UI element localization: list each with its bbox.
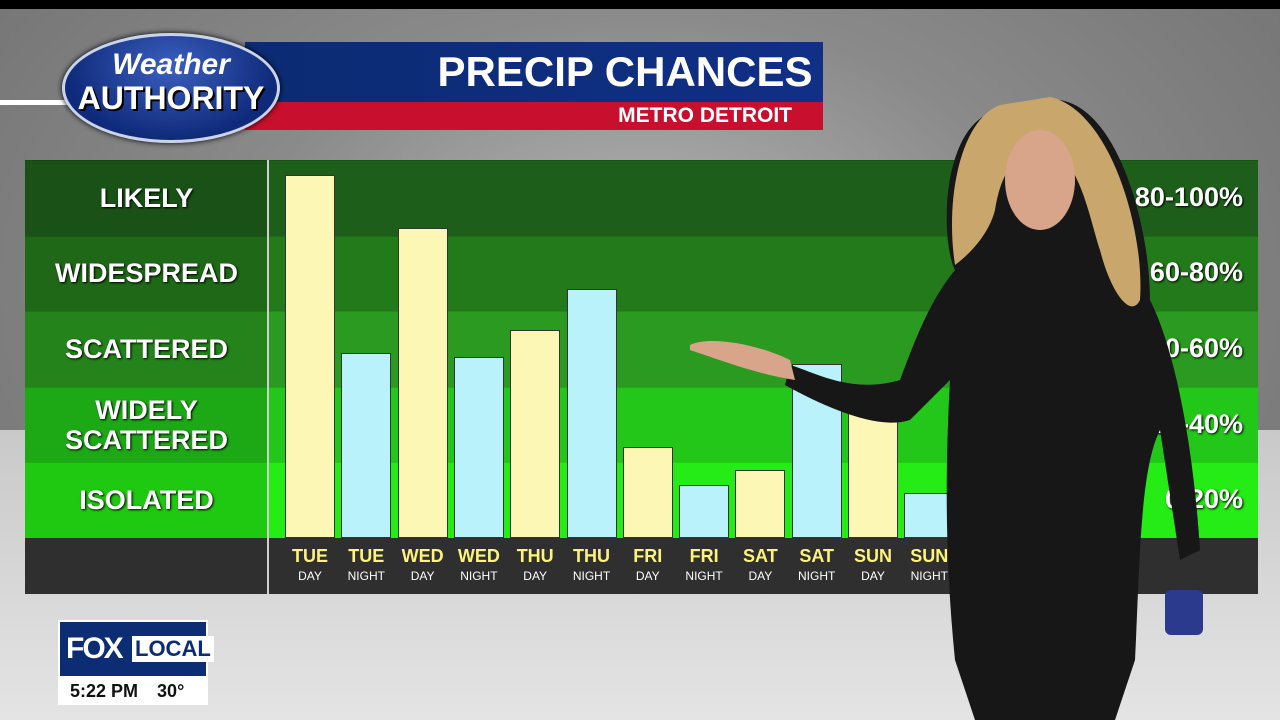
band-label-cell: [25, 235, 267, 312]
logo-bottom: AUTHORITY: [77, 80, 265, 116]
bar: [735, 469, 786, 538]
title-bar: [245, 42, 823, 102]
x-tick-label: TUE: [348, 546, 385, 566]
band-label-cell: [25, 311, 267, 387]
clicker: [1165, 590, 1203, 635]
band-label: LIKELY: [99, 182, 194, 213]
top-border: [0, 0, 1280, 9]
grid-line: [25, 160, 1258, 161]
station-a: FOX: [66, 632, 124, 665]
x-tick-period: DAY: [298, 569, 322, 583]
presenter-hand: [690, 340, 795, 380]
x-tick-label: SAT: [799, 546, 835, 566]
logo-top: Weather: [112, 48, 230, 81]
grid-line: [25, 386, 1258, 388]
x-tick-period: NIGHT: [460, 569, 498, 583]
bar: [397, 228, 448, 538]
logo: Weather AUTHORITY: [62, 33, 280, 143]
header-rule: [0, 100, 70, 105]
bar: [510, 330, 561, 538]
x-tick-period: NIGHT: [798, 569, 836, 583]
x-tick-period: NIGHT: [572, 569, 611, 583]
band-label-cell: [25, 462, 267, 538]
bar: [341, 352, 392, 538]
band-label-cell: [25, 160, 267, 236]
station-bug: FOX LOCAL: [58, 620, 214, 678]
x-tick-label: THU: [516, 546, 554, 566]
x-tick-label: TUE: [292, 546, 328, 566]
x-tick-label: WED: [401, 546, 444, 566]
divider: [267, 160, 269, 594]
x-tick-period: NIGHT: [910, 569, 948, 583]
presenter-body: [785, 100, 1200, 720]
band-label: WIDESPREAD: [54, 258, 238, 289]
bar: [848, 413, 898, 538]
x-tick-period: DAY: [410, 569, 435, 583]
bar: [285, 175, 335, 538]
x-tick-label: FRI: [633, 546, 663, 566]
x-tick-label: WED: [457, 546, 500, 566]
presenter-face: [1005, 130, 1075, 230]
x-tick-label: SUN: [853, 546, 892, 566]
x-tick-period: DAY: [635, 569, 660, 583]
band-label: SCATTERED: [64, 333, 228, 364]
x-tick-label: THU: [573, 546, 610, 566]
station-b: LOCAL: [132, 636, 214, 662]
x-tick-label: FRI: [689, 546, 719, 566]
bar: [622, 447, 673, 538]
subtitle-bar: [245, 102, 823, 130]
bar: [453, 356, 504, 538]
bar: [679, 485, 730, 538]
chart-subtitle: METRO DETROIT: [618, 104, 792, 127]
temperature: 30°: [157, 681, 185, 701]
x-tick-label: SUN: [910, 546, 949, 566]
band-label: WIDELY SCATTERED: [64, 394, 228, 455]
presenter-hair: [952, 97, 1141, 307]
x-tick-label: SAT: [743, 546, 778, 566]
band-label-cell: [25, 386, 267, 463]
grid-line: [25, 311, 1258, 313]
band-range-label: 60-80%: [1149, 257, 1243, 288]
time: 5:22 PM: [70, 681, 139, 701]
x-tick-period: DAY: [748, 569, 773, 583]
chart-title: PRECIP CHANCES: [437, 48, 813, 95]
x-tick-period: DAY: [861, 569, 885, 583]
bar: [566, 288, 617, 538]
band-label: ISOLATED: [79, 485, 214, 516]
x-tick-period: NIGHT: [685, 569, 723, 583]
x-tick-period: DAY: [523, 569, 548, 583]
time-bar: 5:22 PM 30°: [58, 678, 208, 705]
bar: [904, 492, 955, 538]
x-tick-period: NIGHT: [347, 569, 385, 583]
grid-line: [25, 235, 1258, 237]
band-range-label: 80-100%: [1134, 181, 1243, 212]
